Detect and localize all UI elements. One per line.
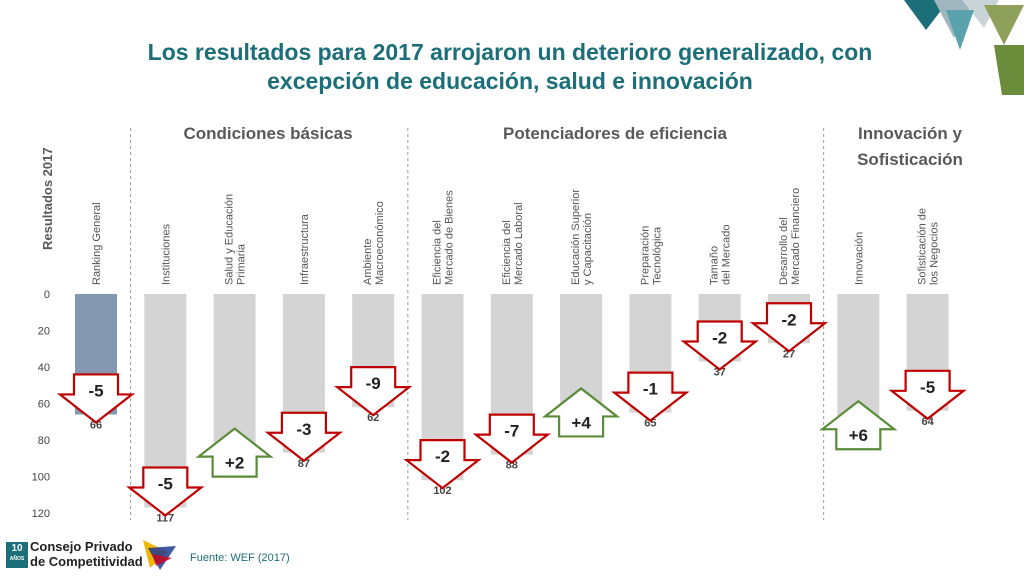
group-header: Potenciadores de eficiencia: [503, 124, 727, 143]
category-label: del Mercado: [721, 224, 733, 285]
page-title-line-2: excepción de educación, salud e innovaci…: [267, 68, 753, 94]
change-label: -3: [296, 420, 311, 439]
group-header: Innovación y: [858, 124, 962, 143]
y-axis-label: Resultados 2017: [40, 147, 55, 250]
value-label: 27: [783, 348, 795, 360]
change-label: -5: [920, 378, 935, 397]
value-label: 62: [367, 412, 379, 424]
category-label: Sofisticación de: [917, 208, 929, 285]
category-label: Infraestructura: [299, 213, 311, 285]
category-label: Desarrollo del: [778, 217, 790, 285]
value-label: 117: [156, 513, 174, 525]
category-label: Mercado Financiero: [790, 188, 802, 285]
category-label: Preparación: [639, 226, 651, 285]
change-label: -2: [781, 310, 796, 329]
page-title-line-1: Los resultados para 2017 arrojaron un de…: [147, 39, 873, 65]
category-label: Salud y Educación: [224, 194, 236, 285]
value-label: 65: [644, 418, 656, 430]
category-label: Ambiente: [362, 239, 374, 285]
y-tick-label: 100: [32, 472, 50, 484]
value-label: 87: [298, 458, 310, 470]
up-arrow-icon: [195, 427, 274, 478]
down-arrow-icon: [888, 369, 967, 421]
category-label: Mercado de Bienes: [444, 190, 456, 285]
category-label: Educación Superior: [570, 189, 582, 285]
y-tick-label: 0: [44, 289, 50, 301]
y-tick-label: 120: [32, 508, 50, 520]
org-logo: 10 AÑOS Consejo Privado de Competitivida…: [6, 538, 176, 572]
category-label: y Capacitación: [582, 213, 594, 285]
down-arrow-icon: [680, 320, 759, 371]
change-label: -9: [366, 374, 381, 393]
change-label: +4: [571, 413, 591, 432]
category-label: Innovación: [853, 232, 865, 285]
down-arrow-icon: [749, 302, 829, 353]
down-arrow-icon: [611, 371, 690, 423]
change-label: -5: [88, 381, 103, 400]
change-label: +2: [225, 454, 244, 473]
category-label: Mercado Laboral: [513, 202, 525, 285]
value-label: 37: [714, 367, 726, 379]
down-arrow-icon: [126, 466, 205, 517]
value-label: 64: [921, 416, 934, 428]
source-note: Fuente: WEF (2017): [190, 552, 290, 564]
down-arrow-icon: [333, 366, 413, 417]
y-tick-label: 40: [38, 362, 50, 374]
group-header: Sofisticación: [857, 150, 963, 169]
category-label: Eficiencia del: [432, 220, 444, 285]
change-label: -2: [712, 329, 727, 348]
change-label: -7: [504, 422, 519, 441]
category-label: Tamaño: [709, 246, 721, 285]
category-label: Tecnológica: [651, 226, 663, 285]
category-label: Eficiencia del: [501, 220, 513, 285]
y-tick-label: 20: [38, 326, 50, 338]
category-label: Instituciones: [160, 223, 172, 285]
change-label: -1: [643, 380, 658, 399]
anniversary-badge: 10 AÑOS: [6, 542, 28, 568]
change-label: -5: [158, 475, 173, 494]
category-label: los Negocios: [929, 222, 941, 285]
change-label: +6: [849, 426, 868, 445]
up-arrow-icon: [541, 387, 621, 438]
value-label: 102: [433, 485, 451, 497]
category-label: Primaria: [236, 243, 248, 285]
category-label: Macroeconómico: [374, 201, 386, 285]
up-arrow-icon: [819, 399, 898, 451]
change-label: -2: [435, 447, 450, 466]
group-header: Condiciones básicas: [183, 124, 352, 143]
down-arrow-icon: [264, 411, 344, 463]
star-logo-icon: [143, 540, 176, 570]
corner-decoration: [904, 0, 1024, 95]
down-arrow-icon: [472, 413, 552, 464]
down-arrow-icon: [56, 373, 136, 424]
value-label: 88: [506, 460, 518, 472]
down-arrow-icon: [403, 439, 482, 490]
y-tick-label: 80: [38, 435, 50, 447]
value-label: 66: [90, 419, 102, 431]
org-name: Consejo Privado de Competitividad: [30, 539, 143, 569]
category-label: Ranking General: [91, 202, 103, 285]
y-tick-label: 60: [38, 399, 50, 411]
